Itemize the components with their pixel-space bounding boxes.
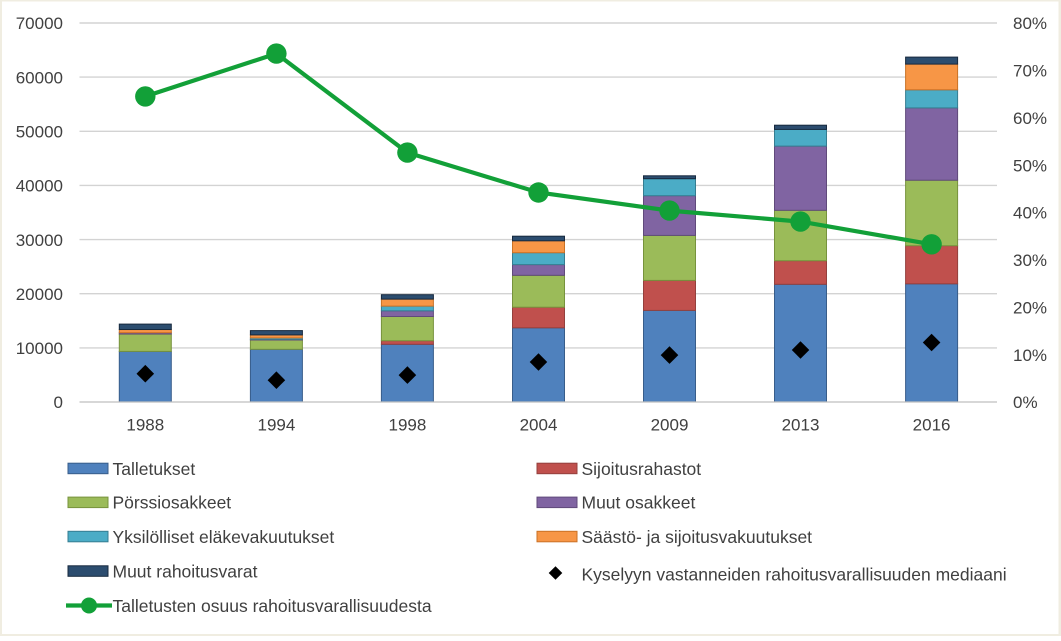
svg-text:10000: 10000 bbox=[16, 339, 63, 358]
svg-text:50000: 50000 bbox=[16, 123, 63, 142]
svg-text:20000: 20000 bbox=[16, 285, 63, 304]
svg-text:2013: 2013 bbox=[782, 416, 820, 435]
svg-text:50%: 50% bbox=[1013, 156, 1047, 175]
svg-text:Kyselyyn vastanneiden rahoitus: Kyselyyn vastanneiden rahoitusvarallisuu… bbox=[582, 564, 1007, 584]
svg-text:Talletukset: Talletukset bbox=[113, 459, 196, 479]
svg-text:70000: 70000 bbox=[16, 14, 63, 33]
svg-text:Talletusten osuus rahoitusvara: Talletusten osuus rahoitusvarallisuudest… bbox=[113, 596, 432, 616]
svg-text:1988: 1988 bbox=[126, 416, 164, 435]
svg-text:60000: 60000 bbox=[16, 68, 63, 87]
svg-text:40%: 40% bbox=[1013, 204, 1047, 223]
svg-text:Sijoitusrahastot: Sijoitusrahastot bbox=[582, 459, 702, 479]
svg-text:2009: 2009 bbox=[651, 416, 689, 435]
svg-text:Muut osakkeet: Muut osakkeet bbox=[582, 493, 696, 513]
svg-text:10%: 10% bbox=[1013, 346, 1047, 365]
svg-text:2016: 2016 bbox=[913, 416, 951, 435]
svg-text:60%: 60% bbox=[1013, 109, 1047, 128]
svg-text:0: 0 bbox=[54, 393, 63, 412]
svg-text:Pörssiosakkeet: Pörssiosakkeet bbox=[113, 493, 232, 513]
svg-text:70%: 70% bbox=[1013, 62, 1047, 81]
svg-text:Muut rahoitusvarat: Muut rahoitusvarat bbox=[113, 561, 258, 581]
svg-text:1994: 1994 bbox=[257, 416, 295, 435]
svg-text:Säästö- ja sijoitusvakuutukset: Säästö- ja sijoitusvakuutukset bbox=[582, 527, 813, 547]
svg-text:2004: 2004 bbox=[520, 416, 558, 435]
svg-text:30000: 30000 bbox=[16, 231, 63, 250]
svg-text:40000: 40000 bbox=[16, 177, 63, 196]
svg-text:1998: 1998 bbox=[388, 416, 426, 435]
svg-text:30%: 30% bbox=[1013, 251, 1047, 270]
svg-text:Yksilölliset eläkevakuutukset: Yksilölliset eläkevakuutukset bbox=[113, 527, 335, 547]
svg-text:0%: 0% bbox=[1013, 393, 1038, 412]
svg-text:20%: 20% bbox=[1013, 298, 1047, 317]
svg-text:80%: 80% bbox=[1013, 14, 1047, 33]
